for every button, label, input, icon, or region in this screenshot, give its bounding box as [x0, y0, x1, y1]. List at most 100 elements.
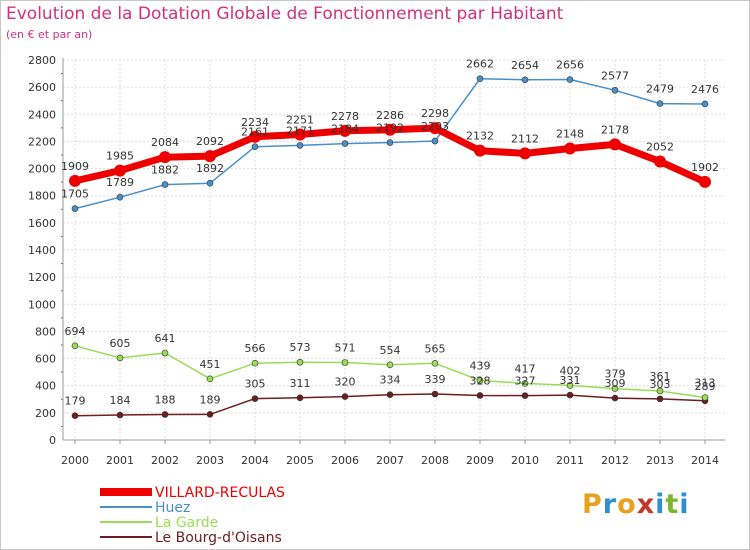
- data-point: [204, 150, 216, 163]
- y-tick-label: 1400: [28, 244, 56, 257]
- x-tick-label: 2004: [241, 454, 269, 467]
- data-point: [429, 122, 441, 135]
- series-huez: [71, 75, 709, 212]
- data-point: [341, 140, 349, 147]
- y-tick-label: 1800: [28, 190, 56, 203]
- data-label: 311: [290, 377, 311, 390]
- data-point: [519, 147, 531, 160]
- data-point: [339, 124, 351, 137]
- y-tick-label: 0: [49, 434, 56, 447]
- logo-letter: P: [582, 489, 603, 520]
- legend-label: Huez: [155, 500, 190, 516]
- data-label: 2052: [646, 141, 674, 154]
- data-label: 179: [65, 395, 86, 408]
- data-point: [566, 391, 574, 399]
- logo-letter: t: [665, 489, 680, 520]
- logo-letter: i: [679, 489, 690, 520]
- data-point: [474, 144, 486, 157]
- data-label: 379: [605, 368, 626, 381]
- data-label: 2184: [331, 123, 359, 136]
- data-label: 2171: [286, 124, 314, 137]
- data-label: 417: [515, 362, 536, 375]
- data-point: [161, 181, 169, 188]
- x-tick-label: 2010: [511, 454, 539, 467]
- data-label: 1985: [106, 150, 134, 163]
- x-tick-label: 2008: [421, 454, 449, 467]
- data-point: [249, 130, 261, 143]
- data-label: 2234: [241, 116, 269, 129]
- data-label: 565: [425, 342, 446, 355]
- y-tick-label: 200: [35, 407, 56, 420]
- data-label: 2161: [241, 126, 269, 139]
- data-point: [71, 205, 79, 212]
- data-label: 2577: [601, 69, 629, 82]
- data-point: [431, 390, 439, 398]
- data-point: [206, 375, 214, 383]
- legend-label: VILLARD-RECULAS: [155, 485, 285, 501]
- x-tick-label: 2009: [466, 454, 494, 467]
- y-tick-label: 2600: [28, 81, 56, 94]
- series-villard-reculas: [69, 122, 711, 188]
- data-label: 289: [695, 380, 716, 393]
- data-label: 2298: [421, 107, 449, 120]
- chart-subtitle: (en € et par an): [6, 28, 93, 41]
- data-label: 2148: [556, 127, 584, 140]
- data-point: [566, 76, 574, 83]
- y-tick-label: 600: [35, 353, 56, 366]
- logo-letter: r: [602, 489, 618, 520]
- data-label: 2654: [511, 59, 539, 72]
- data-label: 641: [155, 332, 176, 345]
- data-point: [341, 393, 349, 400]
- data-label: 694: [65, 325, 86, 338]
- x-tick-label: 2013: [646, 454, 674, 467]
- data-label: 320: [335, 376, 356, 389]
- data-label: 573: [290, 341, 311, 354]
- data-label: 1892: [196, 162, 224, 175]
- data-point: [294, 128, 306, 141]
- data-point: [476, 377, 484, 384]
- data-point: [251, 395, 259, 402]
- data-point: [611, 394, 619, 402]
- x-tick-label: 2005: [286, 454, 314, 467]
- data-point: [611, 385, 619, 392]
- data-point: [341, 359, 349, 366]
- data-label: 2479: [646, 83, 674, 96]
- data-point: [159, 151, 171, 164]
- data-point: [656, 100, 664, 107]
- data-label: 451: [200, 358, 221, 371]
- x-tick-label: 2003: [196, 454, 224, 467]
- data-label: 2192: [376, 122, 404, 135]
- x-tick-label: 2002: [151, 454, 179, 467]
- data-point: [384, 123, 396, 136]
- gridlines: [63, 59, 725, 441]
- data-point: [521, 380, 529, 387]
- y-tick-label: 400: [35, 380, 56, 393]
- data-point: [656, 387, 664, 395]
- data-point: [521, 76, 529, 84]
- data-point: [116, 411, 124, 419]
- data-label: 361: [650, 370, 671, 383]
- data-label: 313: [695, 377, 716, 390]
- data-label: 566: [245, 342, 266, 355]
- data-point: [69, 174, 81, 187]
- data-label: 2251: [286, 114, 314, 127]
- data-label: 189: [200, 393, 221, 406]
- y-tick-label: 2800: [28, 54, 56, 67]
- data-point: [431, 137, 439, 145]
- legend-label: Le Bourg-d'Oisans: [155, 530, 282, 546]
- y-tick-label: 2200: [28, 135, 56, 148]
- data-label: 184: [110, 394, 131, 407]
- data-label: 402: [560, 364, 581, 377]
- data-point: [609, 138, 621, 151]
- data-point: [656, 395, 664, 403]
- data-label: 2084: [151, 136, 179, 149]
- data-label: 2132: [466, 130, 494, 143]
- data-point: [251, 359, 259, 367]
- data-label: 2203: [421, 120, 449, 133]
- y-tick-label: 800: [35, 325, 56, 338]
- x-tick-label: 2001: [106, 454, 134, 467]
- data-point: [386, 139, 394, 146]
